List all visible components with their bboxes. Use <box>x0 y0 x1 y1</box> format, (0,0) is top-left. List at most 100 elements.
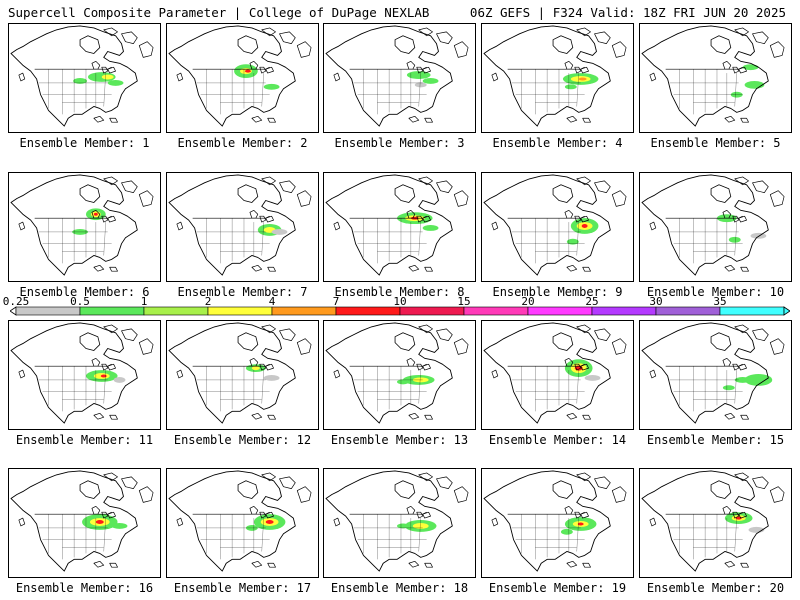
ensemble-panel: Ensemble Member: 1 <box>8 23 161 153</box>
state-borders <box>353 366 427 412</box>
us-canada-border <box>34 66 112 70</box>
map-frame <box>481 23 634 133</box>
colorbar-segment <box>655 306 721 316</box>
state-borders <box>353 514 427 560</box>
ensemble-panel: Ensemble Member: 6 <box>8 172 161 302</box>
ensemble-panel: Ensemble Member: 2 <box>166 23 319 153</box>
ensemble-member-label: Ensemble Member: 1 <box>19 136 150 150</box>
great-lakes-outline <box>249 505 274 519</box>
scp-contour-fill <box>251 366 260 371</box>
great-lakes-outline <box>564 209 589 223</box>
us-canada-border <box>665 363 743 367</box>
map-frame <box>323 23 476 133</box>
colorbar-tick-label: 20 <box>521 295 535 308</box>
great-lakes-outline <box>722 505 747 519</box>
state-borders <box>669 218 743 264</box>
colorbar: 0.25 0.5 1 2 4 7 10 15 20 25 30 35 <box>3 295 791 321</box>
great-lakes-outline <box>564 357 589 371</box>
colorbar-segment <box>591 306 657 316</box>
state-borders <box>38 69 112 115</box>
map-frame <box>166 320 319 430</box>
ensemble-map <box>168 25 312 127</box>
great-lakes-outline <box>249 357 274 371</box>
us-canada-border <box>192 363 270 367</box>
ensemble-panel: Ensemble Member: 20 <box>639 468 792 598</box>
colorbar-segment <box>15 306 81 316</box>
colorbar-tick-label: 2 <box>204 295 212 308</box>
great-lakes-outline <box>406 505 431 519</box>
colorbar-tick-label: 4 <box>268 295 276 308</box>
ensemble-member-label: Ensemble Member: 16 <box>15 581 154 595</box>
scp-contour-fill <box>742 64 759 71</box>
ensemble-member-label: Ensemble Member: 10 <box>646 285 785 299</box>
ensemble-member-label: Ensemble Member: 14 <box>488 433 627 447</box>
run-valid-time: 06Z GEFS | F324 Valid: 18Z FRI JUN 20 20… <box>469 5 786 20</box>
arctic-islands-outline <box>649 472 785 568</box>
hudson-bay-outline <box>394 332 416 351</box>
ensemble-map <box>10 174 154 276</box>
state-borders <box>38 218 112 264</box>
us-canada-border <box>349 363 427 367</box>
map-frame <box>481 468 634 578</box>
great-lakes-outline <box>249 209 274 223</box>
great-lakes-outline <box>91 209 116 223</box>
scp-contour-fill <box>422 78 439 84</box>
ensemble-map <box>641 25 785 127</box>
scp-contour-fill <box>734 376 751 383</box>
ensemble-panel: Ensemble Member: 3 <box>323 23 476 153</box>
coastline <box>10 322 138 424</box>
scp-contour-fill <box>744 80 765 89</box>
ensemble-member-label: Ensemble Member: 13 <box>330 433 469 447</box>
scp-contour-fill <box>564 84 577 90</box>
map-frame <box>323 172 476 282</box>
us-canada-border <box>349 511 427 515</box>
hudson-bay-outline <box>237 332 259 351</box>
colorbar-segment <box>79 306 145 316</box>
arctic-islands-outline <box>176 472 312 568</box>
arctic-islands-outline <box>649 324 785 420</box>
ensemble-map <box>641 470 785 572</box>
ensemble-panel: Ensemble Member: 11 <box>8 320 161 450</box>
coastline <box>325 470 453 572</box>
ensemble-panel: Ensemble Member: 8 <box>323 172 476 302</box>
ensemble-map <box>483 470 627 572</box>
map-frame <box>639 23 792 133</box>
coastline <box>325 322 453 424</box>
scp-contour-fill <box>107 79 124 86</box>
coastline <box>10 174 138 276</box>
ensemble-panel: Ensemble Member: 10 <box>639 172 792 302</box>
ensemble-map <box>641 174 785 276</box>
hudson-bay-outline <box>552 35 574 54</box>
coastline <box>168 25 296 127</box>
coastline <box>641 25 769 127</box>
ensemble-member-label: Ensemble Member: 20 <box>646 581 785 595</box>
us-canada-border <box>192 215 270 219</box>
hudson-bay-outline <box>710 35 732 54</box>
scp-contour-fill <box>95 520 104 524</box>
us-canada-border <box>665 66 743 70</box>
scp-contour-fill <box>577 522 584 526</box>
ensemble-member-label: Ensemble Member: 3 <box>334 136 465 150</box>
scp-contour-fill <box>244 69 251 73</box>
us-canada-border <box>349 215 427 219</box>
ensemble-map <box>641 322 785 424</box>
hudson-bay-outline <box>710 184 732 203</box>
us-canada-border <box>192 66 270 70</box>
colorbar-tick-label: 25 <box>585 295 599 308</box>
ensemble-panel: Ensemble Member: 17 <box>166 468 319 598</box>
great-lakes-outline <box>91 60 116 74</box>
map-frame <box>323 320 476 430</box>
scp-contour-fill <box>265 520 274 524</box>
colorbar-segment <box>335 306 401 316</box>
great-lakes-outline <box>722 209 747 223</box>
state-borders <box>511 69 585 115</box>
colorbar-segment <box>399 306 465 316</box>
arctic-islands-outline <box>333 176 469 272</box>
ensemble-member-label: Ensemble Member: 9 <box>492 285 623 299</box>
great-lakes-outline <box>406 209 431 223</box>
map-frame <box>8 23 161 133</box>
ensemble-map <box>325 174 469 276</box>
map-frame <box>8 468 161 578</box>
state-borders <box>196 69 270 115</box>
colorbar-low-arrow <box>9 306 17 316</box>
